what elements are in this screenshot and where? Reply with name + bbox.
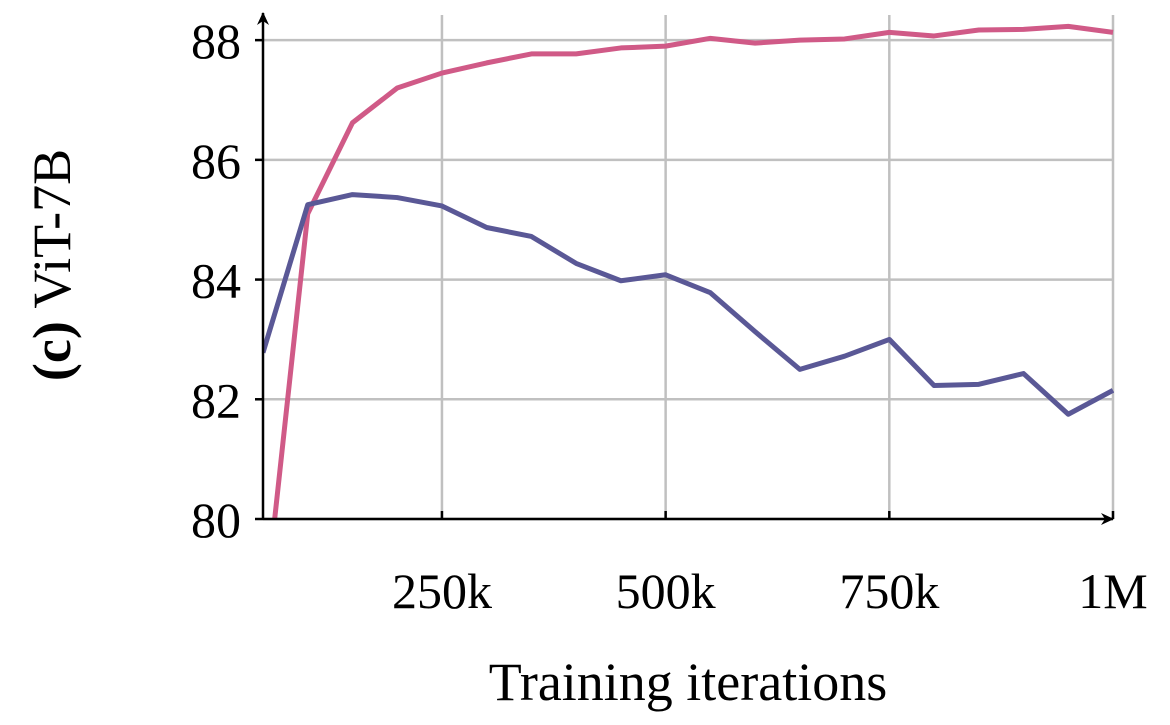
plot-area [263,23,1114,519]
x-tick-label: 500k [616,563,716,619]
y-tick-label: 86 [191,133,241,189]
y-tick-label: 84 [191,253,241,309]
x-tick-label: 750k [839,563,939,619]
axes: 80 82 84 86 88 250k 500k 750k 1M [191,12,1148,619]
x-axis-title: Training iterations [489,652,888,712]
y-axis-title: (c) ViT-7B [22,149,82,381]
panel-label: (c) [22,321,82,381]
x-tick-label: 1M [1078,563,1147,619]
x-tick-label: 250k [392,563,492,619]
y-tick-label: 80 [191,492,241,548]
y-tick-label: 82 [191,372,241,428]
series-line [272,23,1114,519]
y-tick-label: 88 [191,13,241,69]
y-axis-label: ViT-7B [22,149,82,309]
series-line [263,192,1114,417]
